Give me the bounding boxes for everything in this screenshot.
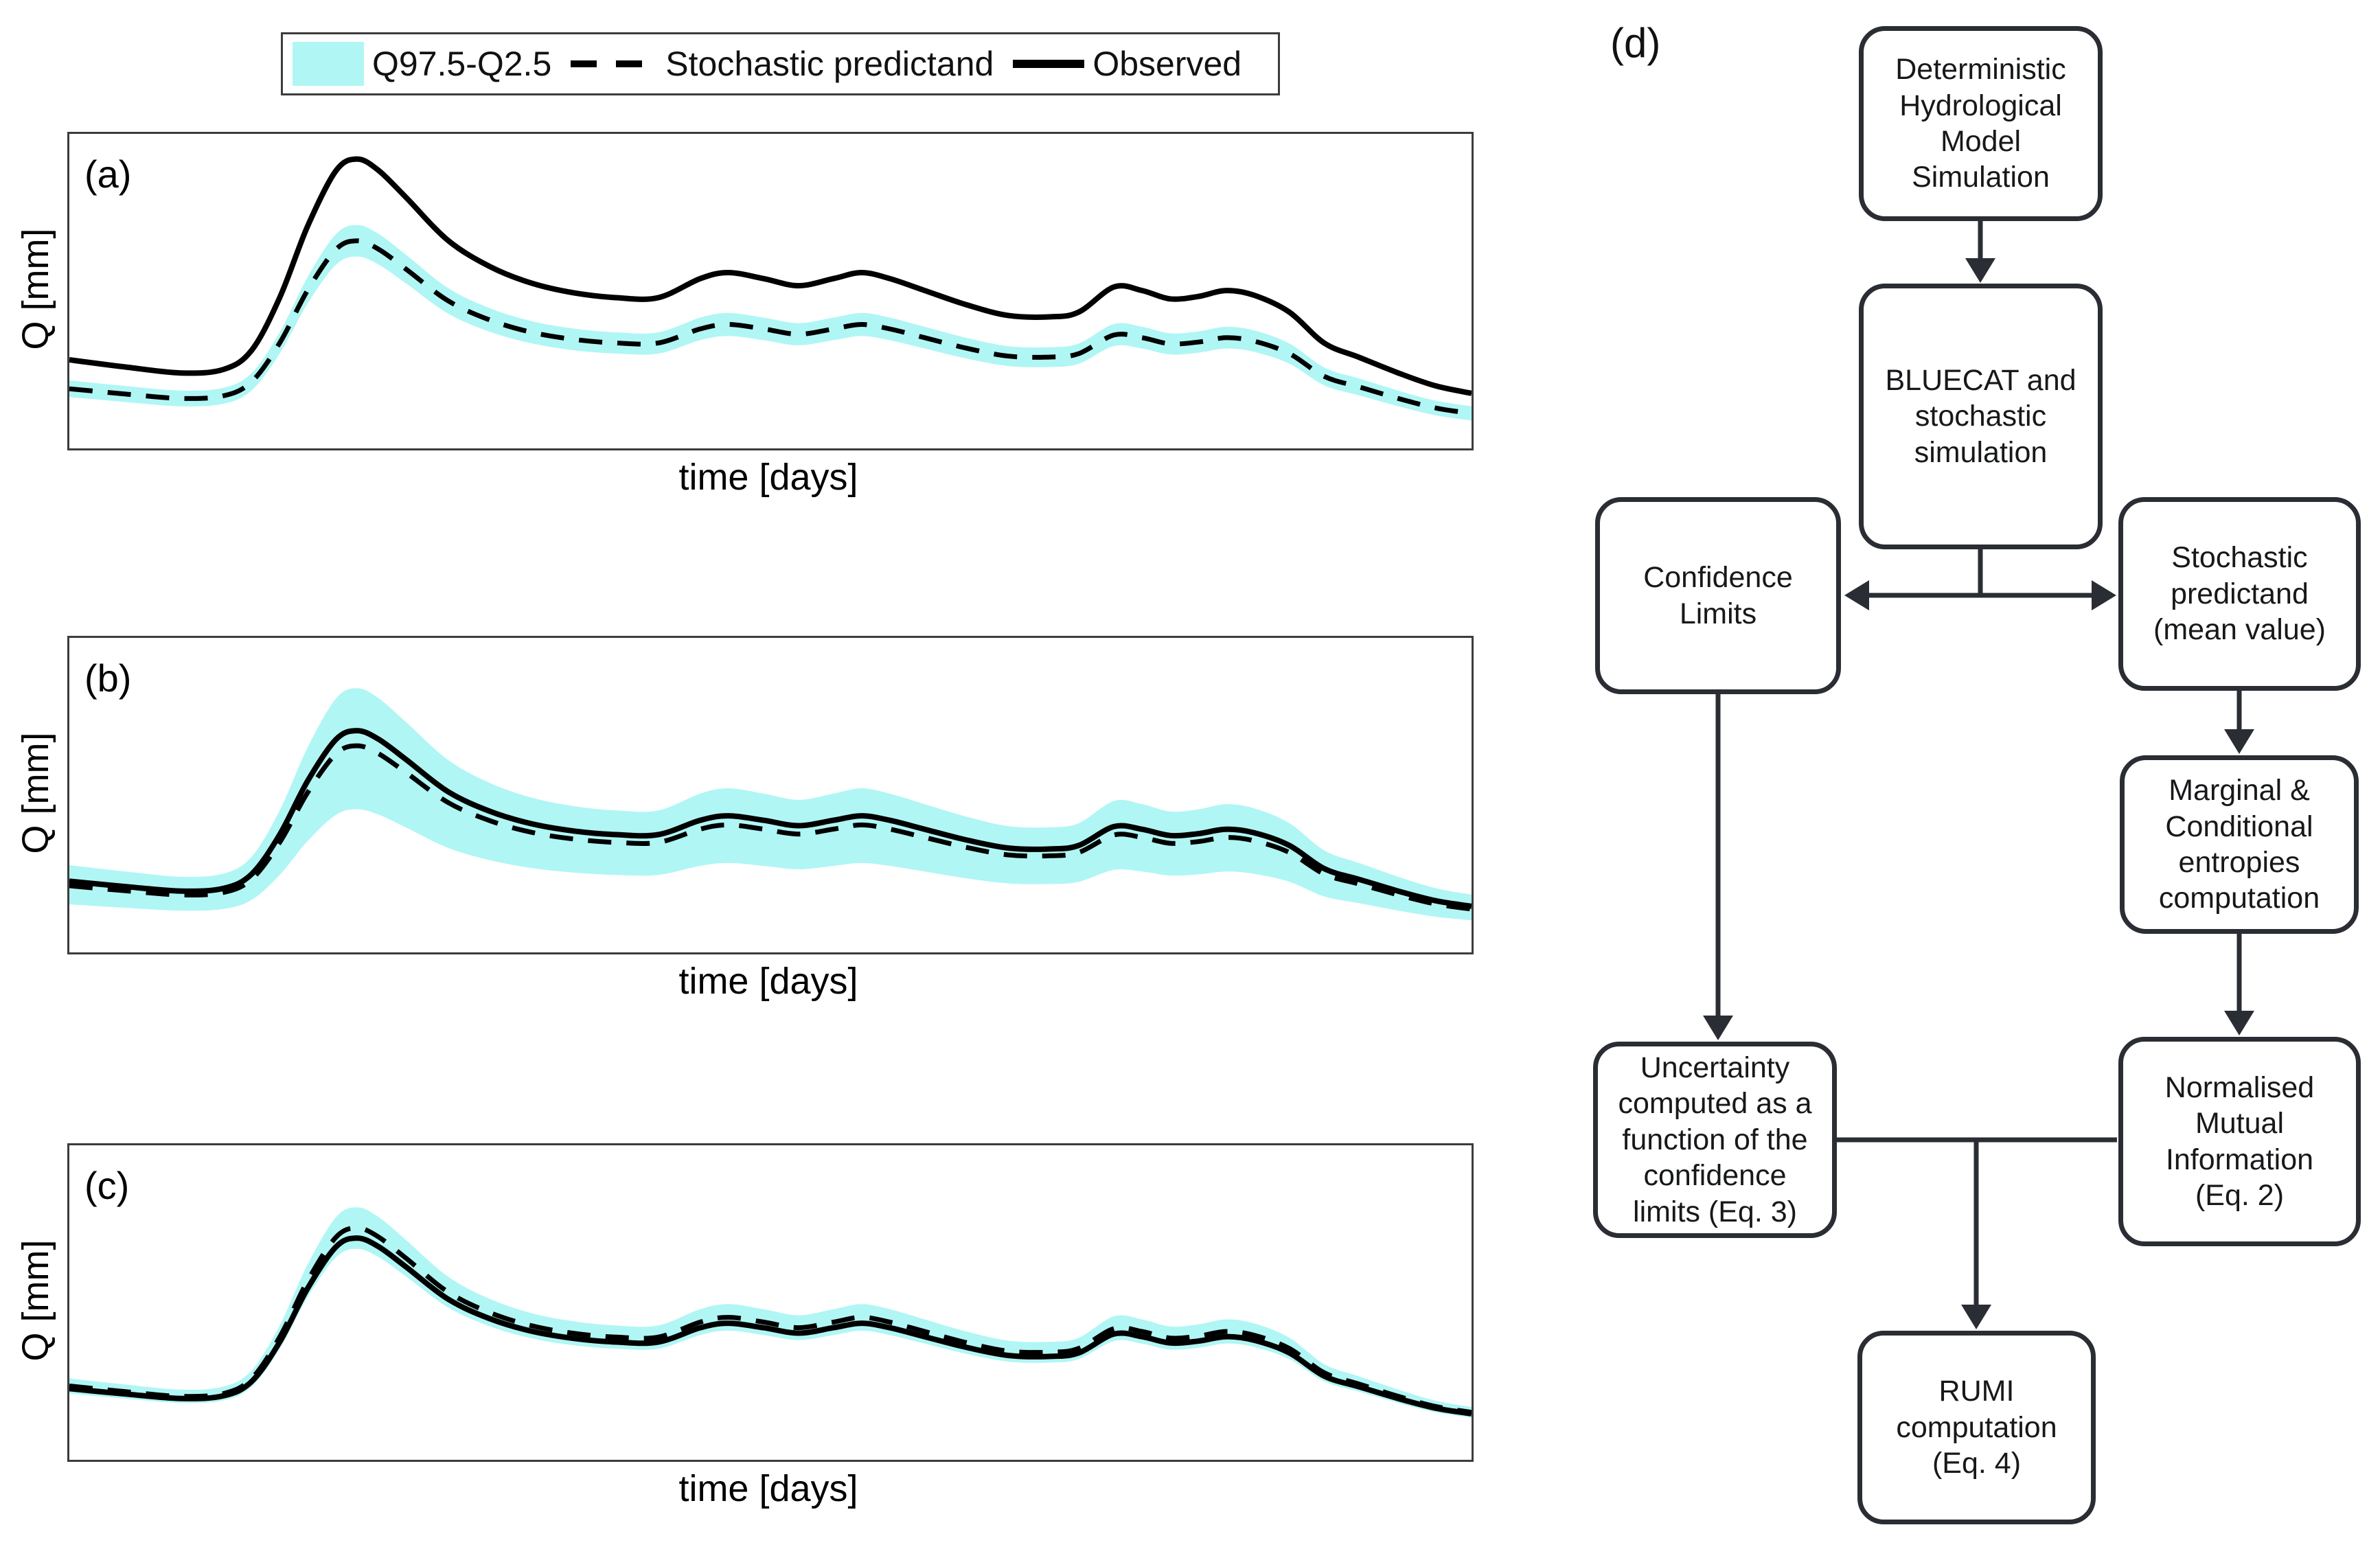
panel-a-y-axis-label: Q [mm]: [15, 228, 56, 350]
flowchart-node-uncertainty: Uncertainty computed as a function of th…: [1593, 1042, 1837, 1238]
panel-a-label: (a): [84, 152, 132, 196]
uncertainty-band: [69, 225, 1472, 421]
panel-a-plot: [69, 156, 1472, 421]
legend-obs-label: Observed: [1092, 45, 1242, 83]
uncertainty-band: [69, 688, 1472, 921]
panel-c-label: (c): [84, 1164, 130, 1207]
panel-a-x-axis-label: time [days]: [678, 457, 858, 498]
flowchart-node-entropies: Marginal & Conditional entropies computa…: [2120, 755, 2359, 934]
stochastic-predictand-line: [69, 1226, 1472, 1415]
flowchart-node-stochastic-predictand: Stochastic predictand (mean value): [2118, 497, 2361, 691]
flowchart-node-rumi: RUMI computation (Eq. 4): [1857, 1331, 2096, 1524]
panel-c-y-axis-label: Q [mm]: [15, 1239, 56, 1362]
panel-a: (a): [67, 132, 1474, 450]
panel-c: (c): [67, 1143, 1474, 1462]
panel-c-x-axis-label: time [days]: [678, 1468, 858, 1509]
flowchart-node-deterministic-model: Deterministic Hydrological Model Simulat…: [1859, 26, 2103, 221]
observed-line: [69, 728, 1472, 909]
stochastic-predictand-line: [69, 743, 1472, 912]
panel-b: (b): [67, 636, 1474, 954]
legend-solid-line-sample: [1013, 60, 1085, 68]
panel-b-plot: [69, 688, 1472, 921]
legend-dashed-line-sample: [571, 60, 658, 67]
legend-pred-label: Stochastic predictand: [665, 45, 994, 83]
observed-line: [69, 156, 1472, 396]
flowchart-node-bluecat: BLUECAT and stochastic simulation: [1859, 284, 2103, 549]
legend-band-label: Q97.5-Q2.5: [372, 45, 552, 83]
uncertainty-band: [69, 1207, 1472, 1418]
flowchart-label: (d): [1610, 20, 1661, 66]
panel-c-plot: [69, 1207, 1472, 1418]
flowchart-node-confidence-limits: Confidence Limits: [1595, 497, 1841, 694]
panel-b-label: (b): [84, 656, 132, 700]
panel-b-y-axis-label: Q [mm]: [15, 732, 56, 854]
legend-band-swatch: [293, 42, 364, 86]
stochastic-predictand-line: [69, 238, 1472, 416]
flowchart-node-nmi: Normalised Mutual Information (Eq. 2): [2118, 1037, 2361, 1246]
observed-line: [69, 1235, 1472, 1417]
panel-b-x-axis-label: time [days]: [678, 961, 858, 1002]
legend: Q97.5-Q2.5 Stochastic predictand Observe…: [281, 32, 1280, 95]
